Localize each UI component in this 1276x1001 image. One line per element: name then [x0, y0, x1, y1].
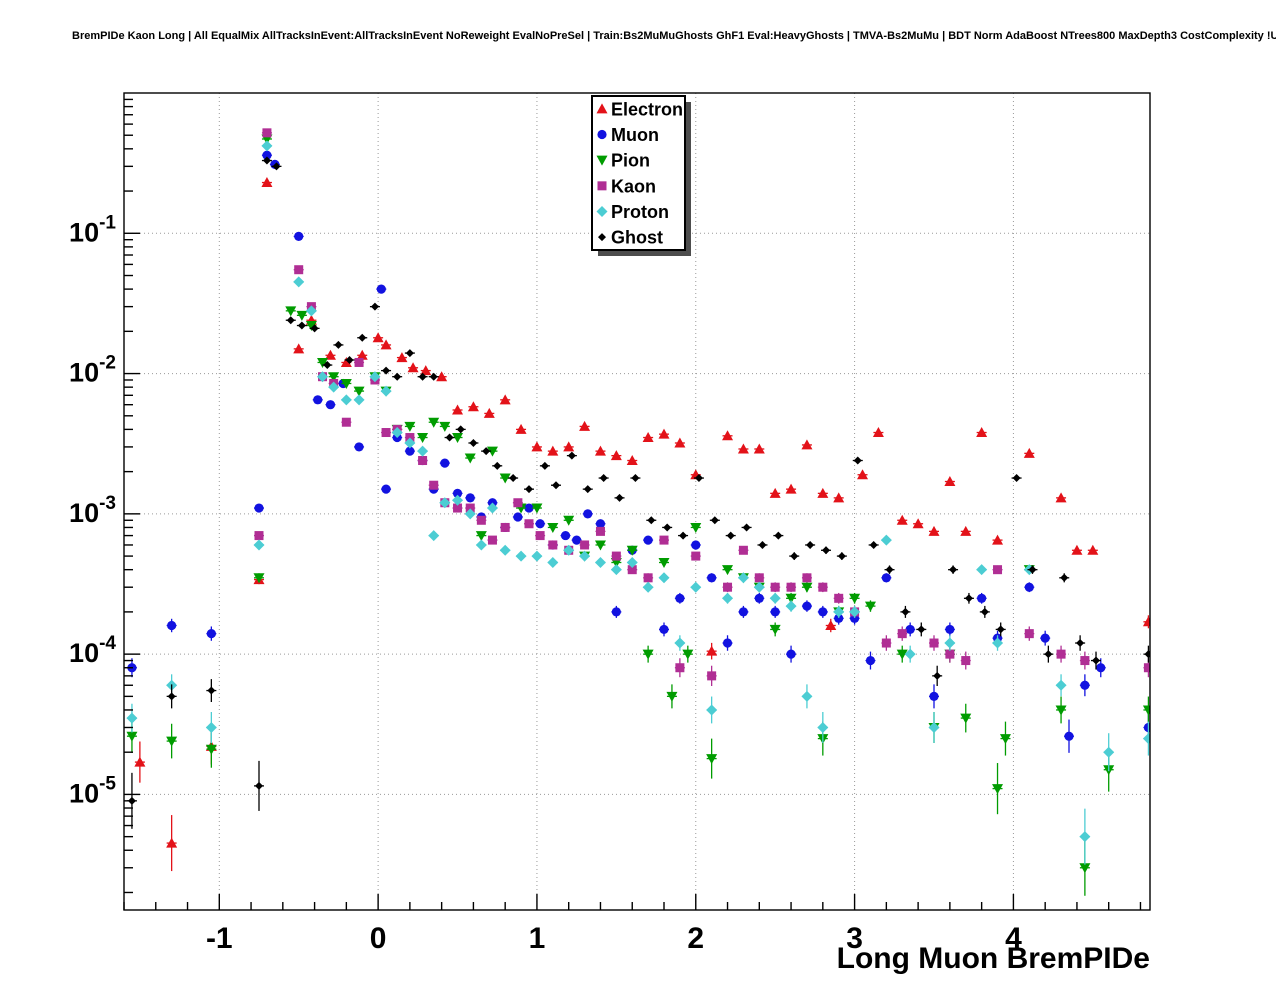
- svg-text:0: 0: [370, 922, 387, 955]
- legend-entry-electron: Electron: [596, 99, 683, 119]
- legend-entry-kaon: Kaon: [597, 176, 656, 196]
- svg-text:Electron: Electron: [611, 99, 683, 119]
- plot-frame: [123, 92, 1151, 911]
- plot-title: BremPIDe Kaon Long | All EqualMix AllTra…: [72, 30, 1276, 42]
- svg-text:1: 1: [529, 922, 546, 955]
- y-axis-labels: 10-1 10-2 10-3 10-4 10-5: [69, 212, 116, 808]
- axis-ticks: [123, 98, 1142, 910]
- svg-text:10-1: 10-1: [69, 212, 116, 247]
- svg-text:10-2: 10-2: [69, 353, 116, 388]
- svg-text:2: 2: [687, 922, 704, 955]
- svg-text:Proton: Proton: [611, 202, 669, 222]
- svg-text:10-4: 10-4: [69, 633, 116, 668]
- svg-text:-1: -1: [206, 922, 233, 955]
- legend-entry-ghost: Ghost: [598, 228, 663, 248]
- legend-entry-proton: Proton: [596, 202, 669, 222]
- x-axis-title: Long Muon BremPIDe: [836, 942, 1150, 975]
- legend: Electron Muon Pion Kaon Proton Ghost: [591, 95, 691, 256]
- svg-text:Pion: Pion: [611, 151, 650, 171]
- svg-text:10-3: 10-3: [69, 493, 116, 528]
- x-axis-labels: -1 0 1 2 3 4: [206, 922, 1022, 955]
- series-ghost: [126, 156, 1150, 829]
- legend-entry-pion: Pion: [596, 151, 650, 171]
- svg-text:Ghost: Ghost: [611, 228, 663, 248]
- legend-entry-muon: Muon: [597, 125, 659, 145]
- svg-text:Kaon: Kaon: [611, 176, 656, 196]
- series-layer: [126, 128, 1150, 896]
- svg-text:3: 3: [846, 922, 863, 955]
- svg-text:10-5: 10-5: [69, 773, 116, 808]
- series-electron: [134, 177, 1150, 872]
- svg-text:Muon: Muon: [611, 125, 659, 145]
- svg-text:4: 4: [1005, 922, 1022, 955]
